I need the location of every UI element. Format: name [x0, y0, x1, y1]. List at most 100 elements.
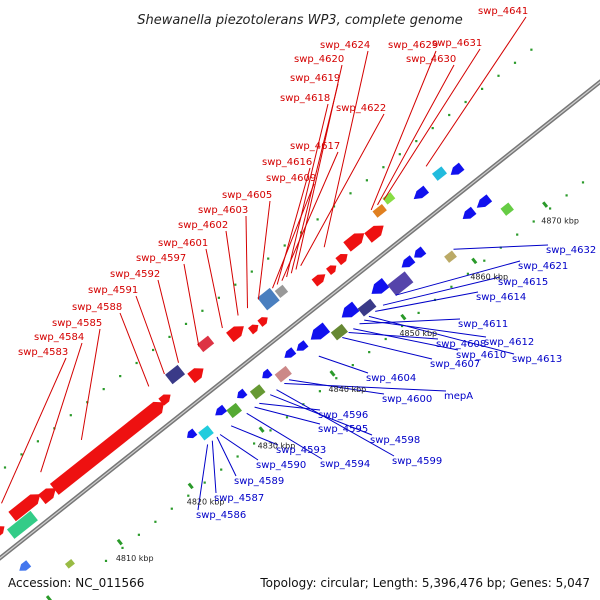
- gene-feature: [274, 365, 292, 383]
- gene-label-swp_4619: swp_4619: [290, 73, 340, 84]
- minor-tick-dot: [365, 179, 368, 182]
- minor-tick-dot: [285, 416, 289, 419]
- minor-tick-dot: [135, 361, 138, 365]
- gene-feature: [414, 246, 427, 258]
- gene-feature: [444, 250, 457, 263]
- leader-line: [353, 328, 459, 351]
- leader-line: [342, 337, 433, 360]
- minor-tick-dot: [184, 322, 188, 325]
- map-title: Shewanella piezotolerans WP3, complete g…: [137, 13, 463, 28]
- leader-line: [272, 183, 315, 289]
- gene-label-swp_4586: swp_4586: [196, 510, 246, 521]
- gene-feature: [413, 185, 430, 200]
- leader-line: [276, 167, 311, 285]
- gene-label-swp_4596: swp_4596: [318, 410, 368, 421]
- minor-tick-dot: [187, 494, 190, 497]
- tick-label: 4870 kbp: [541, 216, 579, 225]
- gene-label-swp_4629: swp_4629: [388, 40, 438, 51]
- minor-tick-dot: [220, 468, 223, 471]
- leader-line: [119, 312, 150, 387]
- leader-line: [383, 48, 481, 201]
- minor-tick-dot: [368, 351, 371, 354]
- minor-tick-dot: [104, 559, 108, 562]
- gene-label-swp_4594: swp_4594: [320, 459, 370, 470]
- minor-tick-dot: [234, 283, 237, 286]
- gene-label-swp_4595: swp_4595: [318, 424, 368, 435]
- minor-tick-dot: [20, 453, 23, 456]
- leader-line: [295, 64, 343, 270]
- gene-feature: [330, 323, 348, 341]
- leader-line: [364, 319, 487, 338]
- minor-tick-dot: [417, 311, 420, 314]
- leader-line: [453, 244, 549, 250]
- gene-feature: [343, 233, 365, 252]
- leader-line: [254, 406, 321, 425]
- minor-tick-dot: [532, 220, 535, 223]
- gene-feature: [310, 322, 331, 340]
- gene-feature: [165, 364, 186, 385]
- minor-tick-dot: [466, 272, 469, 275]
- minor-tick-dot: [269, 429, 272, 432]
- minor-tick-dot: [581, 181, 585, 184]
- gene-label-swp_4592: swp_4592: [110, 269, 160, 280]
- gene-label-swp_4621: swp_4621: [518, 261, 568, 272]
- minor-tick-dot: [318, 390, 321, 393]
- minor-tick-dots: [3, 48, 585, 562]
- gene-feature: [226, 402, 243, 419]
- minor-tick-dot: [121, 546, 124, 549]
- gene-feature: [248, 324, 259, 335]
- gene-feature: [6, 510, 38, 539]
- minor-tick-dot: [499, 246, 502, 249]
- gene-feature: [187, 428, 198, 439]
- gene-feature: [38, 488, 56, 505]
- gene-label-swp_4632: swp_4632: [546, 245, 596, 256]
- gene-feature: [198, 425, 214, 441]
- leader-line: [135, 295, 165, 375]
- gene-label-swp_4591: swp_4591: [88, 285, 138, 296]
- leader-line: [1, 357, 67, 504]
- leader-line: [284, 383, 447, 392]
- gene-label-swp_4608: swp_4608: [436, 339, 486, 350]
- gene-feature: [500, 202, 514, 216]
- gene-feature: [257, 287, 280, 311]
- gene-feature: [476, 194, 493, 208]
- leader-line: [286, 103, 329, 278]
- gene-feature: [450, 162, 465, 175]
- tick-mark: [542, 201, 549, 208]
- gene-feature: [237, 388, 248, 399]
- minor-tick-dot: [283, 244, 286, 247]
- tick-label: 4820 kbp: [187, 498, 225, 507]
- leader-line: [382, 276, 501, 306]
- gene-feature: [0, 526, 5, 538]
- gene-feature: [249, 384, 266, 400]
- gene-labels: swp_4583 swp_4584 swp_4585 swp_4588 swp_4591…: [18, 6, 596, 521]
- minor-tick-dot: [69, 414, 72, 417]
- gene-label-swp_4590: swp_4590: [256, 460, 306, 471]
- gene-label-swp_4603: swp_4603: [198, 205, 248, 216]
- leader-line: [359, 318, 461, 325]
- gene-feature: [341, 301, 360, 318]
- gene-label-swp_4620: swp_4620: [294, 54, 344, 65]
- leader-line: [375, 291, 479, 312]
- gene-label-swp_4609: swp_4609: [266, 173, 316, 184]
- gene-label-mepA: mepA: [444, 391, 473, 402]
- gene-feature: [8, 494, 41, 522]
- minor-tick-dot: [464, 100, 467, 104]
- minor-tick-dot: [349, 192, 352, 195]
- gene-label-swp_4583: swp_4583: [18, 347, 68, 358]
- minor-tick-dot: [549, 207, 552, 210]
- gene-label-swp_4611: swp_4611: [458, 319, 508, 330]
- gene-feature: [19, 560, 32, 571]
- gene-feature: [326, 265, 337, 276]
- gene-label-swp_4617: swp_4617: [290, 141, 340, 152]
- gene-label-swp_4598: swp_4598: [370, 435, 420, 446]
- gene-feature: [64, 558, 75, 569]
- tick-mark: [329, 370, 336, 377]
- gene-label-swp_4616: swp_4616: [262, 157, 312, 168]
- gene-feature: [372, 204, 387, 218]
- leader-line: [211, 440, 217, 494]
- minor-tick-dot: [201, 309, 204, 312]
- gene-label-swp_4610: swp_4610: [456, 350, 506, 361]
- gene-label-swp_4604: swp_4604: [366, 373, 416, 384]
